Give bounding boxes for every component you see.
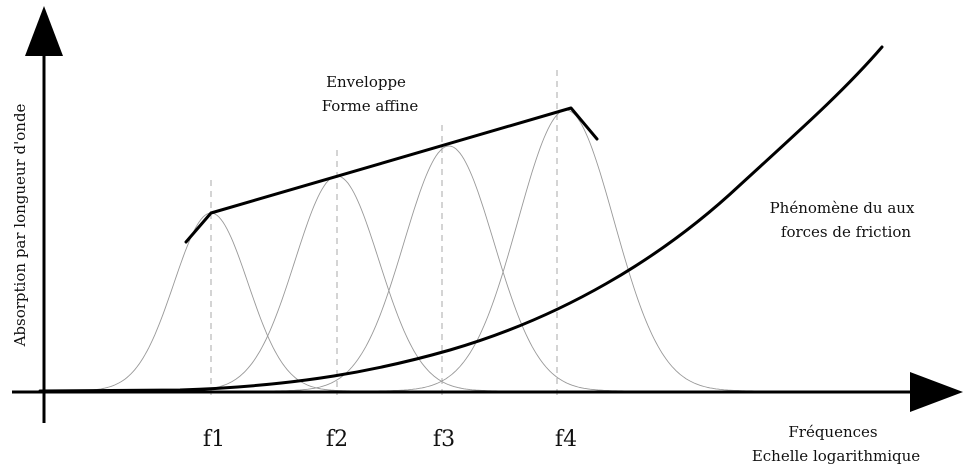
envelope-label-line1: Enveloppe — [326, 73, 406, 91]
friction-label-line2: forces de friction — [781, 223, 912, 241]
x-axis-label-line1: Fréquences — [788, 423, 877, 441]
friction-curve — [38, 45, 884, 393]
axes — [12, 6, 963, 423]
tick-label-f4: f4 — [555, 427, 577, 452]
tick-label-f2: f2 — [326, 427, 348, 452]
bell-curve-f3 — [273, 145, 625, 392]
frequency-guides — [210, 70, 558, 395]
envelope-line — [184, 106, 599, 244]
friction-label-line1: Phénomène du aux — [770, 199, 915, 217]
tick-label-f1: f1 — [203, 427, 225, 452]
y-axis-label: Absorption par longueur d'onde — [11, 103, 29, 347]
bell-curve-f4 — [376, 109, 756, 392]
tick-label-f3: f3 — [433, 427, 455, 452]
absorption-bell-curves — [60, 109, 756, 392]
y-axis-arrowhead — [25, 6, 63, 56]
x-axis-label-line2: Echelle logarithmique — [752, 447, 920, 465]
x-axis-arrowhead — [910, 372, 963, 412]
envelope-label-line2: Forme affine — [322, 97, 419, 115]
